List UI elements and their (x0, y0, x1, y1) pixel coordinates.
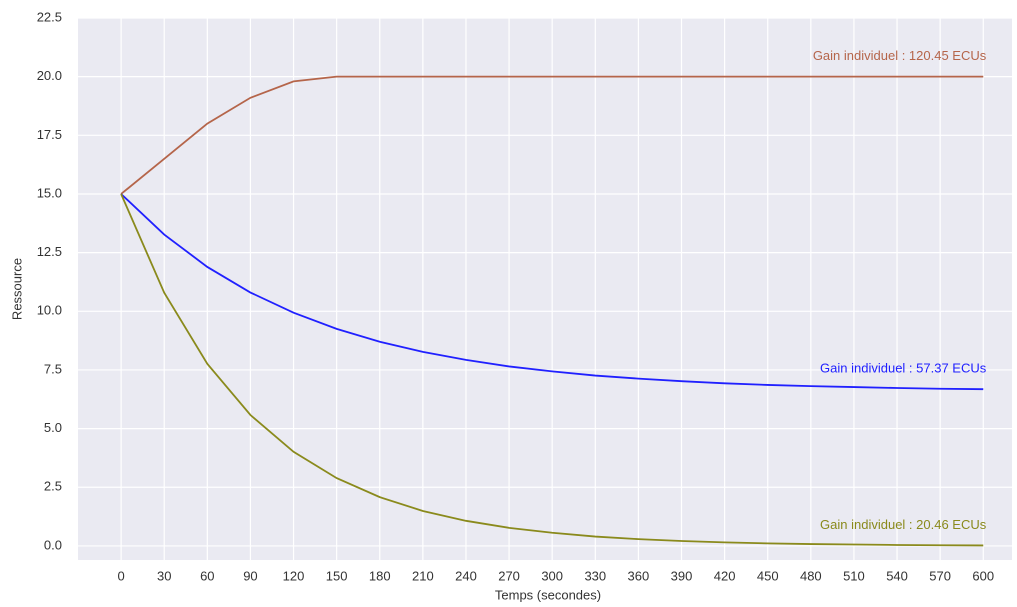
y-tick-label: 15.0 (37, 185, 62, 200)
x-tick-label: 180 (369, 568, 391, 583)
series-label: Gain individuel : 120.45 ECUs (813, 48, 987, 63)
y-axis-label: Ressource (9, 258, 24, 320)
y-tick-label: 17.5 (37, 127, 62, 142)
x-tick-label: 120 (283, 568, 305, 583)
y-tick-label: 20.0 (37, 68, 62, 83)
x-tick-label: 510 (843, 568, 865, 583)
x-tick-label: 300 (541, 568, 563, 583)
x-tick-label: 450 (757, 568, 779, 583)
y-tick-label: 22.5 (37, 9, 62, 24)
x-tick-label: 60 (200, 568, 214, 583)
x-tick-label: 330 (584, 568, 606, 583)
x-tick-label: 570 (929, 568, 951, 583)
x-tick-label: 480 (800, 568, 822, 583)
x-tick-label: 390 (671, 568, 693, 583)
x-tick-label: 210 (412, 568, 434, 583)
x-tick-label: 360 (628, 568, 650, 583)
series-line (120, 193, 984, 547)
y-tick-label: 5.0 (44, 420, 62, 435)
y-tick-label: 7.5 (44, 361, 62, 376)
series-label: Gain individuel : 20.46 ECUs (820, 517, 987, 532)
x-tick-label: 30 (157, 568, 171, 583)
series-label: Gain individuel : 57.37 ECUs (820, 361, 987, 376)
x-tick-label: 270 (498, 568, 520, 583)
x-tick-label: 540 (886, 568, 908, 583)
y-tick-label: 2.5 (44, 479, 62, 494)
x-tick-label: 240 (455, 568, 477, 583)
plot-area (78, 18, 1012, 560)
y-tick-label: 12.5 (37, 244, 62, 259)
x-tick-label: 420 (714, 568, 736, 583)
series-line (120, 193, 984, 391)
y-tick-label: 10.0 (37, 303, 62, 318)
x-axis-label: Temps (secondes) (495, 587, 601, 602)
series-line (120, 75, 984, 195)
x-tick-label: 90 (243, 568, 257, 583)
x-tick-label: 0 (117, 568, 124, 583)
y-tick-label: 0.0 (44, 537, 62, 552)
x-tick-label: 600 (972, 568, 994, 583)
x-tick-label: 150 (326, 568, 348, 583)
